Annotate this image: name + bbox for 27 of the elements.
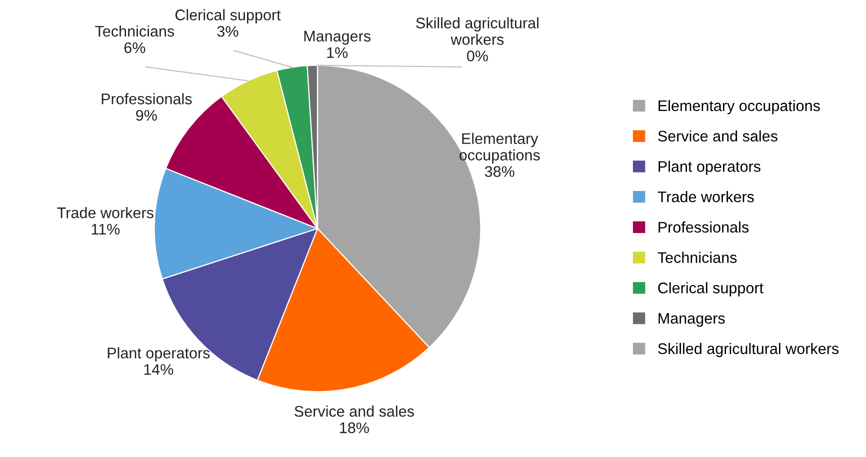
data-label: 9% <box>136 110 157 121</box>
slice-label: Trade workers <box>57 207 154 218</box>
legend-label: Managers <box>658 313 725 327</box>
data-label: 3% <box>217 26 238 37</box>
data-label: 11% <box>92 224 120 235</box>
legend-label: Service and sales <box>658 130 778 142</box>
data-label: 18% <box>340 422 369 434</box>
legend-label: Plant operators <box>658 160 760 175</box>
legend-label: Trade workers <box>658 191 754 202</box>
slice-label: Plant operators <box>108 347 210 362</box>
legend-label: Professionals <box>658 221 749 233</box>
data-label: 1% <box>327 47 348 58</box>
data-label: 14% <box>144 364 174 375</box>
slice-label: Elementary occupations <box>459 132 540 164</box>
legend-label: Skilled agricultural workers <box>658 342 839 358</box>
slice-label: Managers <box>304 30 371 45</box>
data-label: 38% <box>484 166 514 177</box>
slice-label: Service and sales <box>294 406 414 417</box>
data-label: 6% <box>124 42 146 54</box>
category-label: Skilled agricultural workers <box>416 17 538 45</box>
slice-label: Clerical support <box>175 9 281 24</box>
legend-label: Clerical support <box>658 282 764 296</box>
slice-label: Professionals <box>102 93 192 104</box>
legend-label: Technicians <box>658 252 737 264</box>
legend-label: Elementary occupations <box>658 100 820 114</box>
slice-label: Technicians <box>95 25 174 37</box>
text: 0% <box>467 50 488 62</box>
